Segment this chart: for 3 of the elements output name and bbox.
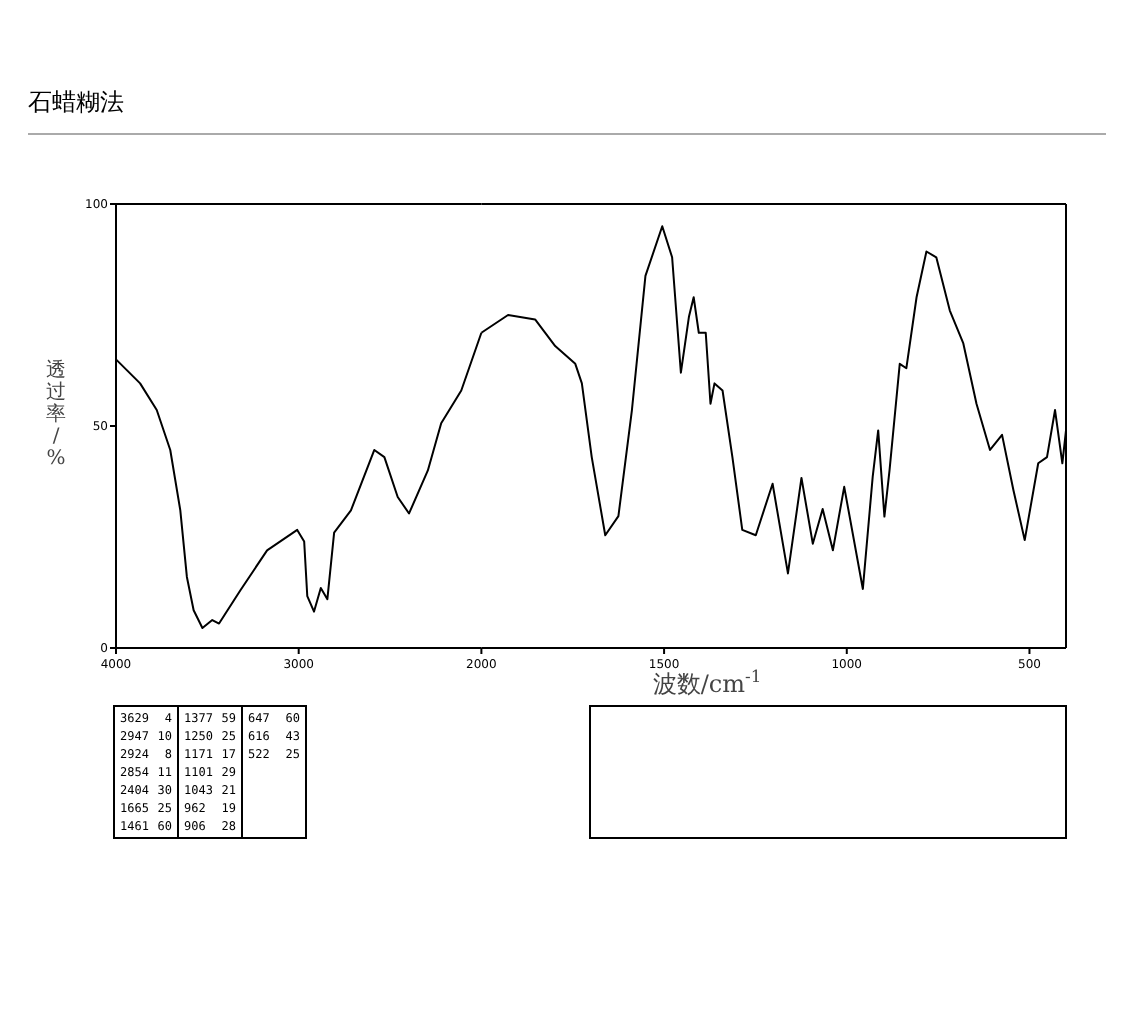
chart-title: 石蜡糊法 — [28, 88, 124, 116]
y-axis-title: 透过率/% — [46, 358, 66, 470]
x-axis-title: 波数/cm$^{-1}$ — [652, 666, 762, 698]
